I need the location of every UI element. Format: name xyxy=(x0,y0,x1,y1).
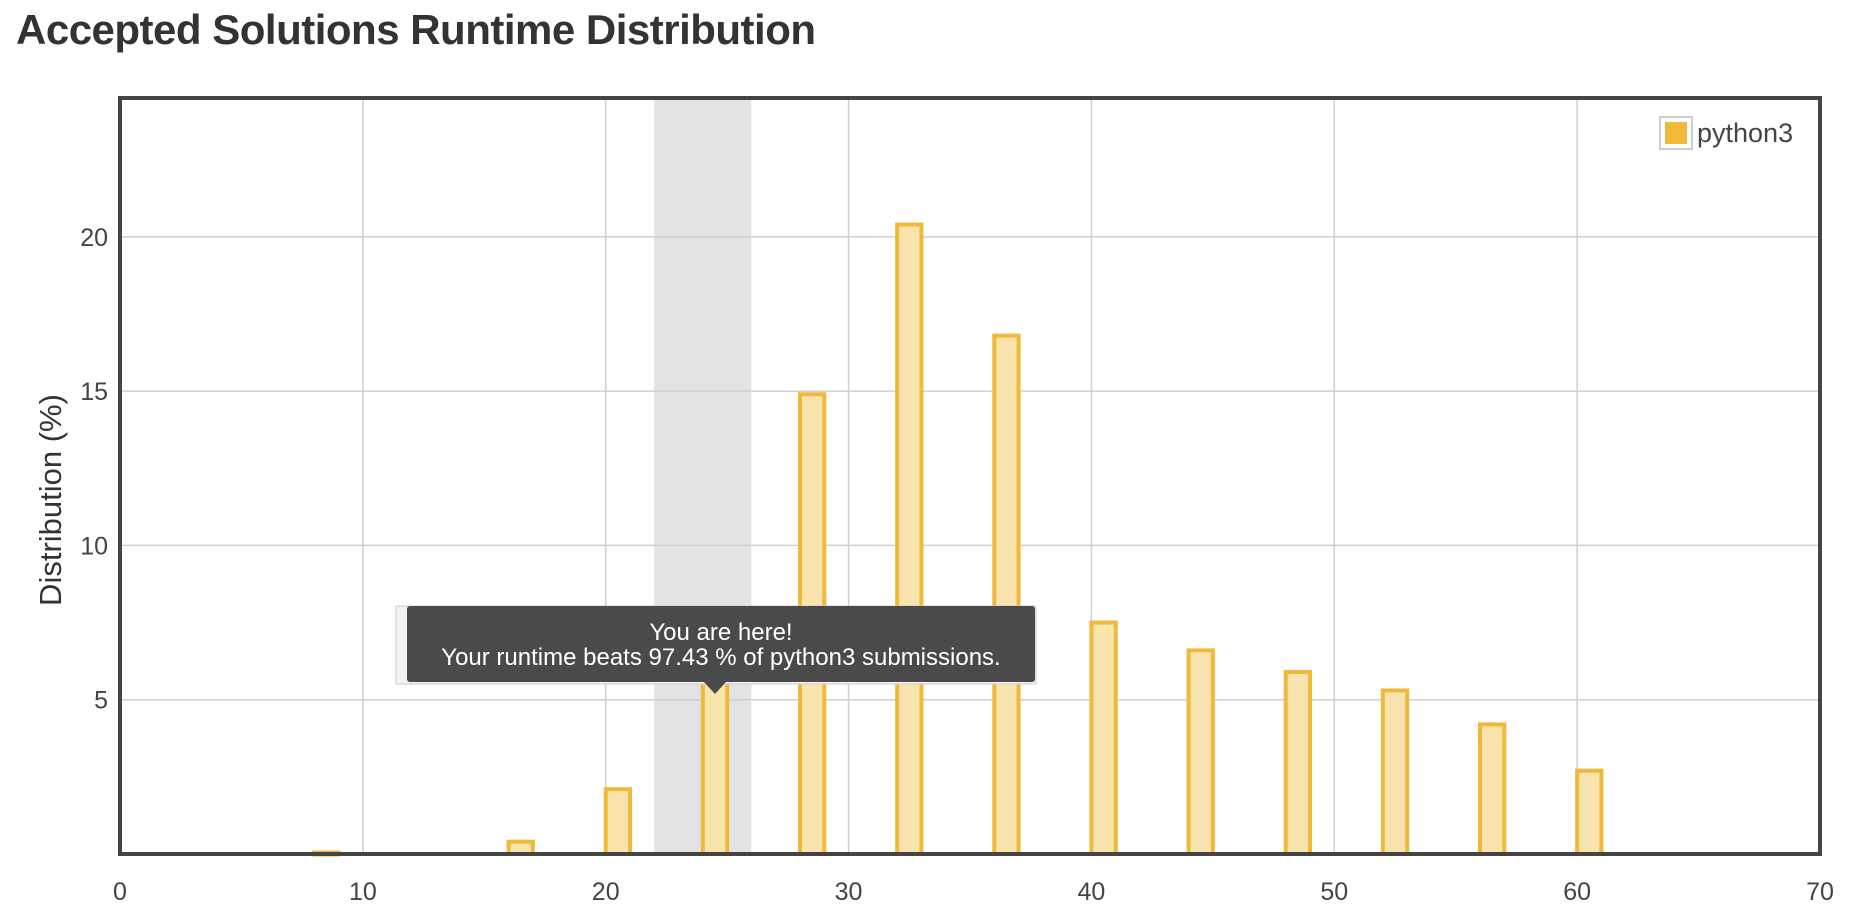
bar-python3-60.5 xyxy=(1575,768,1604,857)
bar-python3-48.5 xyxy=(1283,669,1312,857)
chart-title: Accepted Solutions Runtime Distribution xyxy=(16,6,816,53)
bar-python3-36.5 xyxy=(992,333,1021,857)
bar-python3-44.5 xyxy=(1186,648,1215,856)
x-tick-label-0: 0 xyxy=(113,878,127,906)
you-are-here-tooltip: You are here! Your runtime beats 97.43 %… xyxy=(395,605,1037,694)
y-axis-ticks: 5 10 15 20 xyxy=(80,224,108,715)
plot-background xyxy=(120,98,1820,854)
x-tick-label-60: 60 xyxy=(1563,878,1591,906)
bar-python3-52.5 xyxy=(1380,688,1410,857)
y-axis-title: Distribution (%) xyxy=(33,394,68,606)
x-tick-label-10: 10 xyxy=(349,878,377,906)
bar-python3-40.5 xyxy=(1089,620,1118,856)
x-tick-label-40: 40 xyxy=(1078,878,1106,906)
tooltip-line-2: Your runtime beats 97.43 % of python3 su… xyxy=(441,644,1000,671)
plot-frame xyxy=(118,96,1822,856)
legend-swatch-python3 xyxy=(1665,122,1687,144)
bar-python3-24.5 xyxy=(700,673,730,856)
y-tick-label-10: 10 xyxy=(80,532,108,560)
bar-python3-20.5 xyxy=(603,787,633,857)
x-tick-label-20: 20 xyxy=(592,878,620,906)
tooltip-line-1: You are here! xyxy=(649,619,792,646)
x-tick-label-70: 70 xyxy=(1806,878,1834,906)
legend-label-python3: python3 xyxy=(1697,118,1793,148)
bar-python3-56.5 xyxy=(1478,722,1507,857)
x-tick-label-30: 30 xyxy=(835,878,863,906)
y-tick-label-20: 20 xyxy=(80,224,108,252)
legend: python3 xyxy=(1659,116,1793,150)
tooltip-box xyxy=(407,606,1035,682)
x-tick-label-50: 50 xyxy=(1320,878,1348,906)
tooltip-pointer xyxy=(704,682,726,694)
y-tick-label-15: 15 xyxy=(80,378,108,406)
bar-python3-32.5 xyxy=(895,222,924,856)
y-tick-label-5: 5 xyxy=(94,687,108,715)
x-axis-ticks: 0 10 20 30 40 50 60 70 xyxy=(113,878,1834,906)
